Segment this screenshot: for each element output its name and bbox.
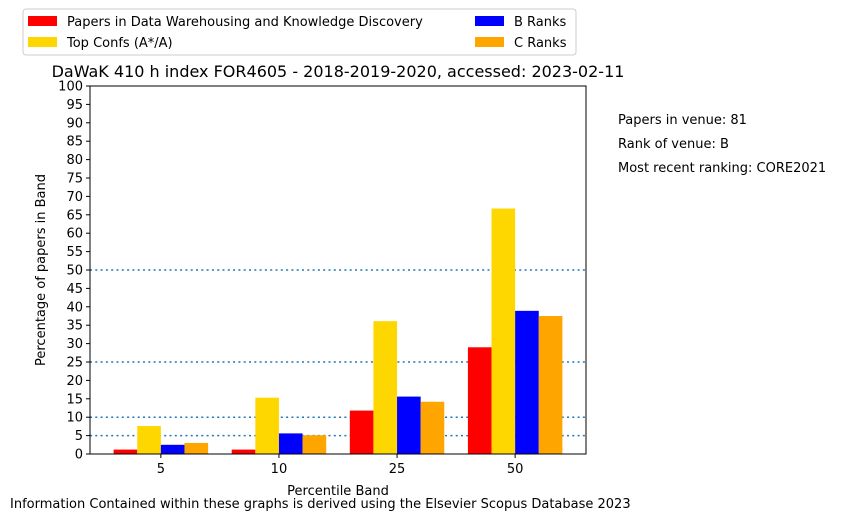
bar-10-series-1 bbox=[255, 397, 279, 454]
legend-label-c: C Ranks bbox=[514, 36, 567, 51]
bar-10-series-0 bbox=[231, 449, 256, 454]
side-info: Papers in venue: 81 Rank of venue: B Mos… bbox=[618, 113, 826, 176]
papers-in-venue: Papers in venue: 81 bbox=[618, 113, 747, 128]
y-tick-label: 50 bbox=[66, 264, 83, 279]
chart-title: DaWaK 410 h index FOR4605 - 2018-2019-20… bbox=[52, 62, 625, 81]
y-tick-label: 75 bbox=[66, 172, 83, 187]
most-recent-ranking: Most recent ranking: CORE2021 bbox=[618, 161, 826, 176]
y-tick-label: 90 bbox=[66, 116, 83, 131]
bar-50-series-3 bbox=[538, 316, 563, 454]
legend-swatch-gold bbox=[28, 37, 57, 47]
bar-25-series-2 bbox=[397, 396, 421, 454]
y-tick-label: 65 bbox=[66, 208, 83, 223]
bar-50-series-1 bbox=[491, 208, 516, 454]
y-tick-label: 100 bbox=[58, 80, 83, 95]
y-tick-label: 95 bbox=[66, 98, 83, 113]
bars bbox=[113, 208, 563, 454]
y-tick-label: 70 bbox=[66, 190, 83, 205]
y-tick-label: 55 bbox=[66, 245, 83, 260]
y-tick-label: 25 bbox=[66, 356, 83, 371]
y-tick-label: 45 bbox=[66, 282, 83, 297]
y-tick-label: 5 bbox=[75, 429, 83, 444]
legend-label-b: B Ranks bbox=[514, 15, 567, 30]
legend-swatch-red bbox=[28, 16, 57, 26]
bar-5-series-0 bbox=[113, 449, 138, 454]
rank-of-venue: Rank of venue: B bbox=[618, 137, 729, 152]
y-tick-label: 40 bbox=[66, 300, 83, 315]
legend-swatch-blue bbox=[475, 16, 504, 26]
y-tick-label: 80 bbox=[66, 153, 83, 168]
legend-label-top: Top Confs (A*/A) bbox=[66, 36, 173, 51]
bar-10-series-2 bbox=[278, 433, 303, 454]
legend: Papers in Data Warehousing and Knowledge… bbox=[22, 8, 577, 56]
y-axis: 0 5 10 15 20 25 30 35 40 45 50 55 60 65 70 75 80 85 90 95 10… bbox=[58, 80, 90, 463]
bar-50-series-2 bbox=[515, 310, 539, 454]
y-tick-label: 85 bbox=[66, 135, 83, 150]
x-tick-label: 50 bbox=[507, 462, 524, 477]
x-axis: 5 10 25 50 bbox=[157, 454, 524, 477]
legend-label-venue: Papers in Data Warehousing and Knowledge… bbox=[67, 15, 423, 30]
y-tick-label: 20 bbox=[66, 374, 83, 389]
bar-5-series-3 bbox=[184, 442, 209, 454]
y-tick-label: 10 bbox=[66, 411, 83, 426]
bar-25-series-3 bbox=[420, 401, 445, 454]
x-axis-label: Percentile Band bbox=[287, 484, 389, 499]
legend-frame bbox=[22, 8, 577, 56]
y-axis-label: Percentage of papers in Band bbox=[34, 174, 49, 366]
x-tick-label: 10 bbox=[271, 462, 288, 477]
y-tick-label: 0 bbox=[75, 448, 83, 463]
footer-note: Information Contained within these graph… bbox=[10, 497, 631, 512]
bar-25-series-0 bbox=[349, 410, 374, 454]
bar-10-series-3 bbox=[302, 435, 327, 454]
bar-50-series-0 bbox=[467, 347, 492, 454]
legend-swatch-orange bbox=[475, 37, 504, 47]
y-tick-label: 30 bbox=[66, 337, 83, 352]
bar-25-series-1 bbox=[373, 321, 398, 454]
y-tick-label: 60 bbox=[66, 227, 83, 242]
y-tick-label: 15 bbox=[66, 392, 83, 407]
x-tick-label: 5 bbox=[157, 462, 165, 477]
bar-5-series-2 bbox=[160, 444, 185, 454]
x-tick-label: 25 bbox=[389, 462, 406, 477]
y-tick-label: 35 bbox=[66, 319, 83, 334]
bar-5-series-1 bbox=[137, 426, 161, 454]
